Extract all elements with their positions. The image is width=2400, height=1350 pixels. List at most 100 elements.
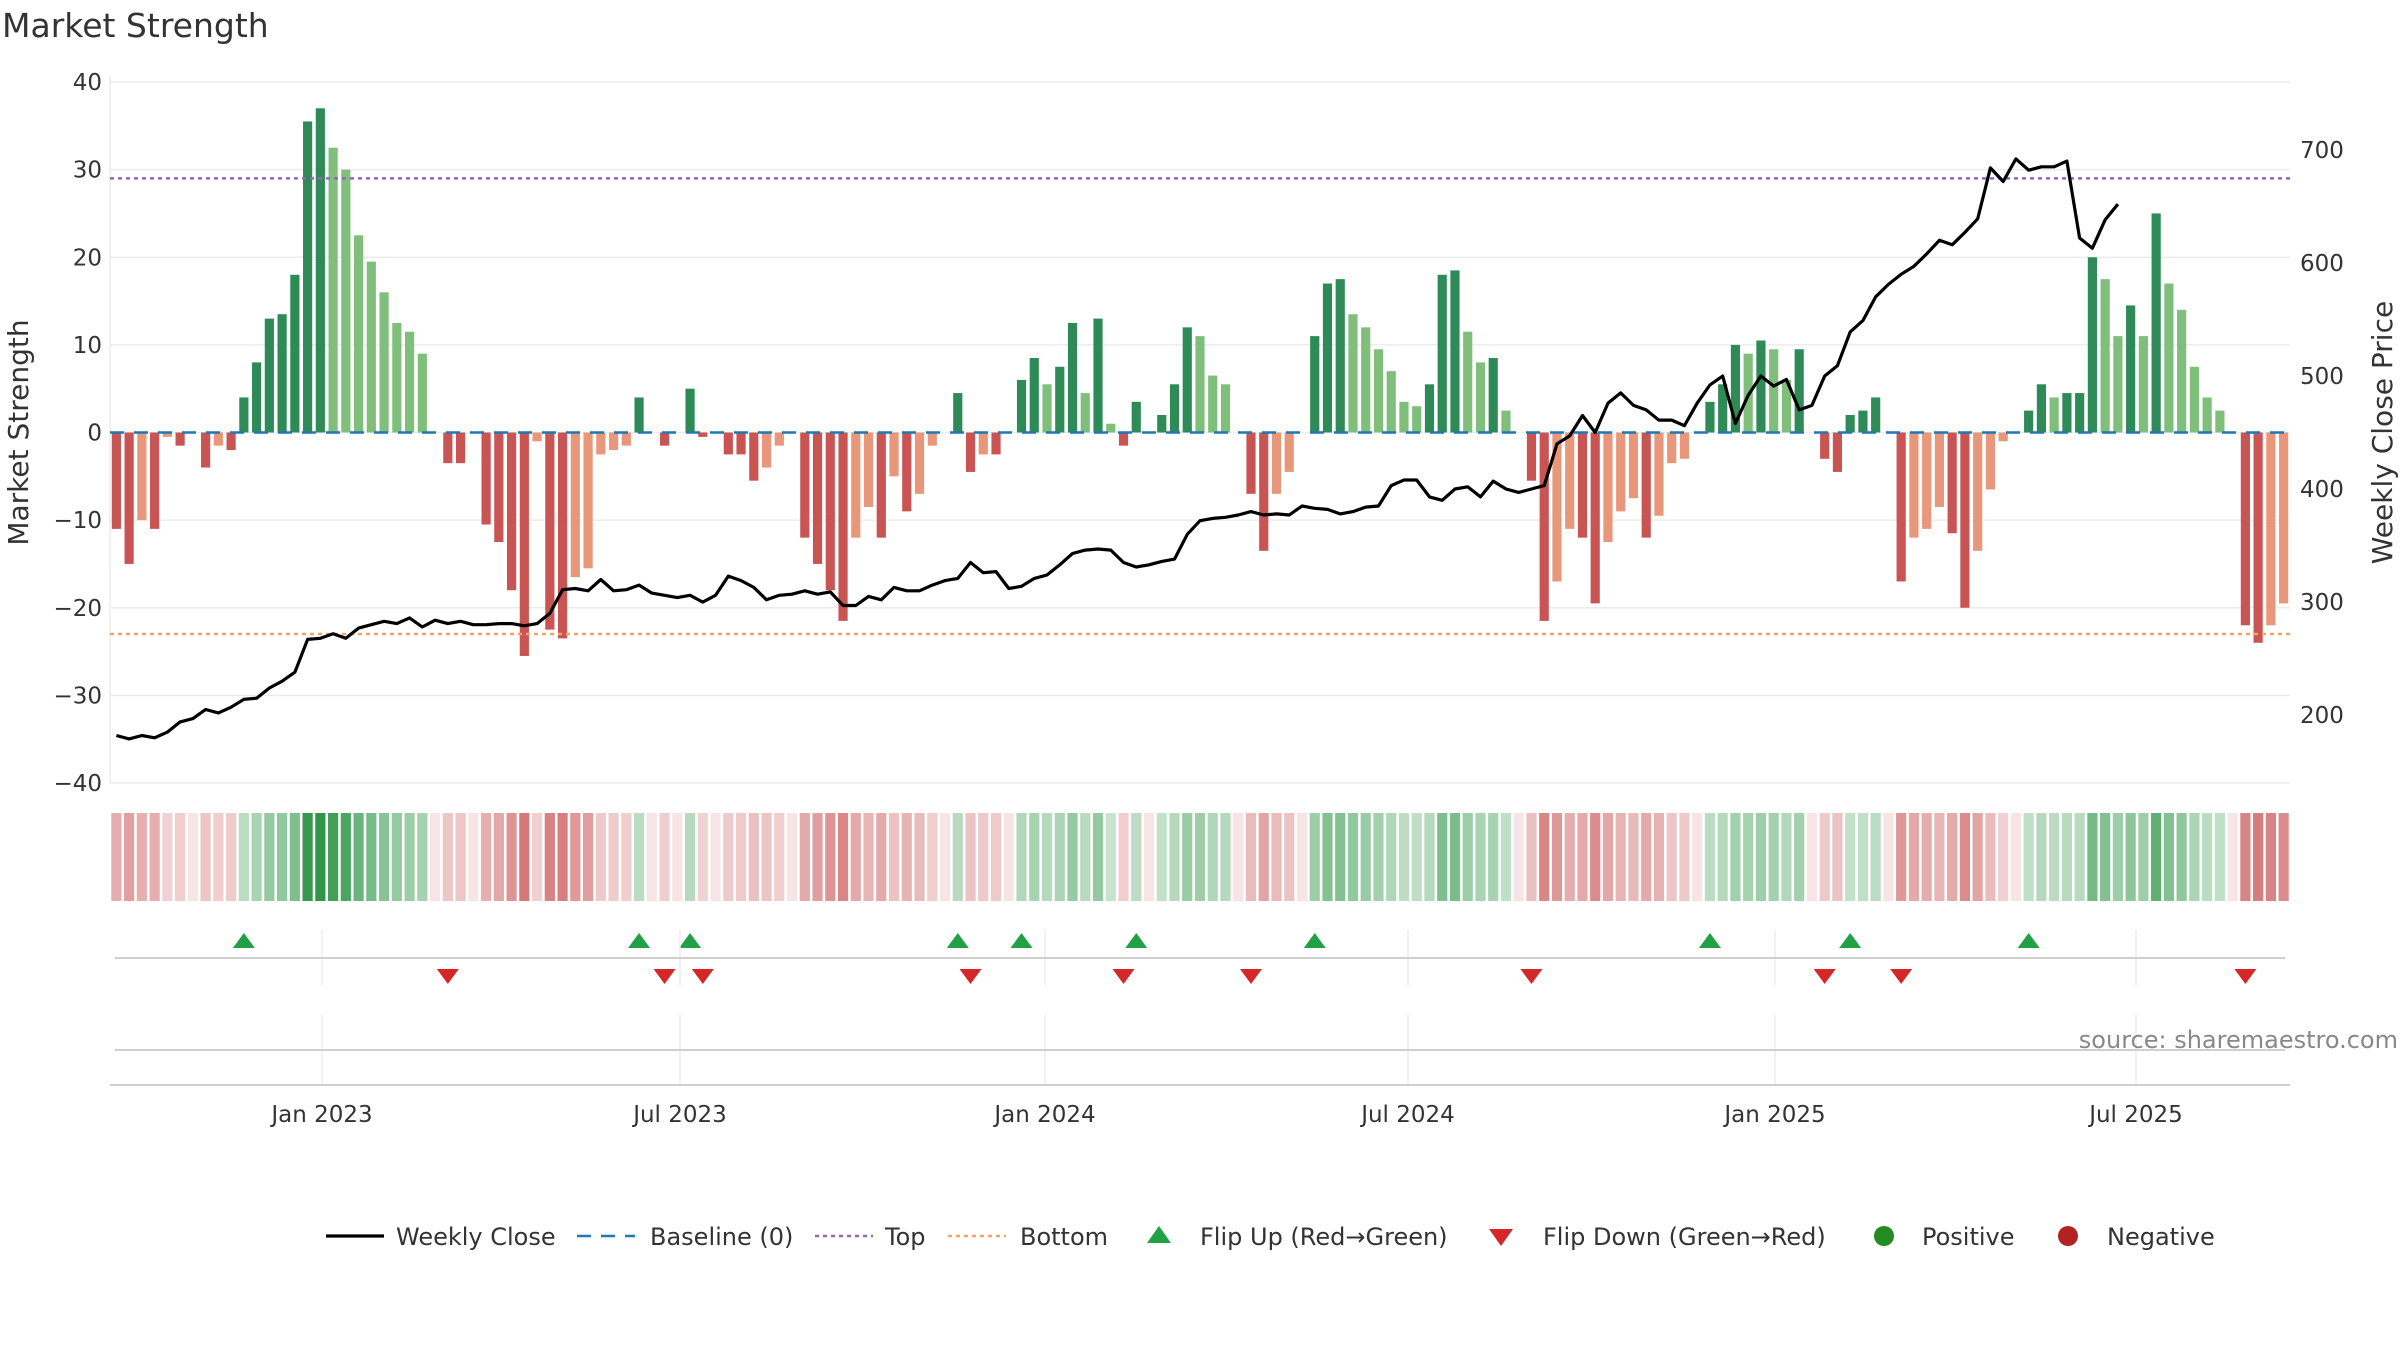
strip-cell-31 xyxy=(506,813,517,901)
strength-bar-30 xyxy=(494,432,504,543)
strength-bar-168 xyxy=(2253,432,2263,643)
strength-bar-111 xyxy=(1526,432,1537,481)
strip-cell-91 xyxy=(1271,813,1282,901)
strip-cell-97 xyxy=(1347,813,1359,901)
x-tick-label-0: Jan 2023 xyxy=(269,1102,372,1128)
strength-bar-74 xyxy=(1055,366,1065,433)
legend-label-5: Flip Down (Green→Red) xyxy=(1543,1223,1826,1251)
strip-cell-149 xyxy=(2010,813,2022,901)
strength-bar-34 xyxy=(545,432,555,630)
strip-cell-170 xyxy=(2278,813,2289,901)
strip-cell-127 xyxy=(1730,813,1741,901)
strip-cell-166 xyxy=(2227,813,2238,901)
strip-cell-19 xyxy=(353,813,364,901)
strength-bar-17 xyxy=(328,147,338,433)
flip-up-marker-150 xyxy=(2017,933,2040,948)
strength-bar-5 xyxy=(175,432,185,446)
flip-up-marker-136 xyxy=(1839,933,1862,948)
strength-bar-99 xyxy=(1373,349,1384,433)
strip-cell-146 xyxy=(1972,813,1983,901)
flip-down-marker-89 xyxy=(1239,969,1262,984)
strength-bar-113 xyxy=(1552,432,1562,582)
strength-bar-152 xyxy=(2049,397,2059,433)
strength-bar-11 xyxy=(252,362,262,433)
strip-cell-131 xyxy=(1781,813,1792,901)
legend-negative-swatch xyxy=(2058,1226,2078,1246)
strength-bar-170 xyxy=(2279,432,2289,604)
strength-bar-68 xyxy=(978,432,988,455)
x-tick-label-1: Jul 2023 xyxy=(631,1102,727,1128)
strip-cell-88 xyxy=(1233,813,1244,901)
strip-cell-64 xyxy=(927,813,938,901)
strength-bar-91 xyxy=(1271,432,1282,494)
legend-positive-swatch xyxy=(1874,1226,1894,1246)
legend-label-7: Negative xyxy=(2107,1223,2215,1251)
strength-bar-13 xyxy=(277,314,287,433)
strip-cell-161 xyxy=(2163,813,2174,901)
strip-cell-74 xyxy=(1054,813,1065,901)
flip-down-marker-26 xyxy=(436,969,459,984)
strip-cell-107 xyxy=(1475,813,1486,901)
strength-bar-72 xyxy=(1029,358,1039,433)
strength-bar-4 xyxy=(162,432,172,437)
strength-bar-150 xyxy=(2024,410,2034,433)
y-tick-label-4: 0 xyxy=(87,421,102,447)
strength-bar-114 xyxy=(1565,432,1575,529)
strip-cell-134 xyxy=(1819,813,1830,901)
strength-bar-119 xyxy=(1628,432,1639,499)
strip-cell-108 xyxy=(1488,813,1499,901)
strip-cell-130 xyxy=(1768,813,1779,901)
strength-bar-97 xyxy=(1348,314,1358,433)
strength-bar-135 xyxy=(1832,432,1843,472)
strip-cell-45 xyxy=(684,813,696,901)
strip-cell-67 xyxy=(965,813,976,901)
strength-bar-62 xyxy=(902,432,912,512)
strength-bar-0 xyxy=(111,432,121,529)
strength-bar-92 xyxy=(1284,432,1294,472)
strength-bar-48 xyxy=(723,432,733,455)
strength-bar-165 xyxy=(2215,410,2225,433)
strip-cell-2 xyxy=(136,813,147,901)
strip-cell-33 xyxy=(531,813,543,901)
strip-cell-101 xyxy=(1398,813,1410,901)
strength-bar-112 xyxy=(1539,432,1549,621)
strip-cell-54 xyxy=(799,813,810,901)
strip-cell-150 xyxy=(2023,813,2034,901)
strip-cell-66 xyxy=(952,813,963,901)
y-tick-label-0: 40 xyxy=(73,70,102,96)
strength-bar-151 xyxy=(2036,384,2046,433)
strip-cell-44 xyxy=(672,813,683,901)
strip-cell-18 xyxy=(340,813,351,901)
strip-cell-128 xyxy=(1743,813,1754,901)
strip-cell-99 xyxy=(1373,813,1384,901)
strength-bar-16 xyxy=(315,108,325,433)
strip-cell-35 xyxy=(557,813,568,901)
strip-cell-56 xyxy=(825,813,836,901)
strip-cell-155 xyxy=(2087,813,2098,901)
flip-down-marker-167 xyxy=(2234,969,2257,984)
strip-cell-38 xyxy=(595,813,606,901)
strip-cell-151 xyxy=(2036,813,2047,901)
strip-cell-6 xyxy=(187,813,198,901)
strip-cell-148 xyxy=(1998,813,2009,901)
strength-bar-1 xyxy=(124,432,134,564)
strength-bar-89 xyxy=(1246,432,1256,494)
strip-cell-32 xyxy=(519,813,530,901)
strength-bar-27 xyxy=(455,432,466,464)
strength-bar-31 xyxy=(506,432,517,591)
strip-cell-137 xyxy=(1857,813,1869,901)
x-tick-label-4: Jan 2025 xyxy=(1722,1102,1825,1128)
legend-flip-up-swatch xyxy=(1147,1226,1171,1243)
strength-bar-20 xyxy=(366,261,376,433)
strength-bar-38 xyxy=(596,432,606,455)
strip-cell-160 xyxy=(2151,813,2162,901)
strip-cell-100 xyxy=(1386,813,1397,901)
strength-bar-60 xyxy=(876,432,886,538)
strip-cell-120 xyxy=(1641,813,1652,901)
strip-cell-109 xyxy=(1500,813,1512,901)
weekly-close-line xyxy=(115,157,2120,741)
legend-label-3: Bottom xyxy=(1020,1223,1108,1251)
legend: Weekly Close Baseline (0) Top Bottom Flip Up… xyxy=(326,1223,2215,1251)
strength-bar-33 xyxy=(532,432,542,442)
strip-cell-103 xyxy=(1424,813,1435,901)
